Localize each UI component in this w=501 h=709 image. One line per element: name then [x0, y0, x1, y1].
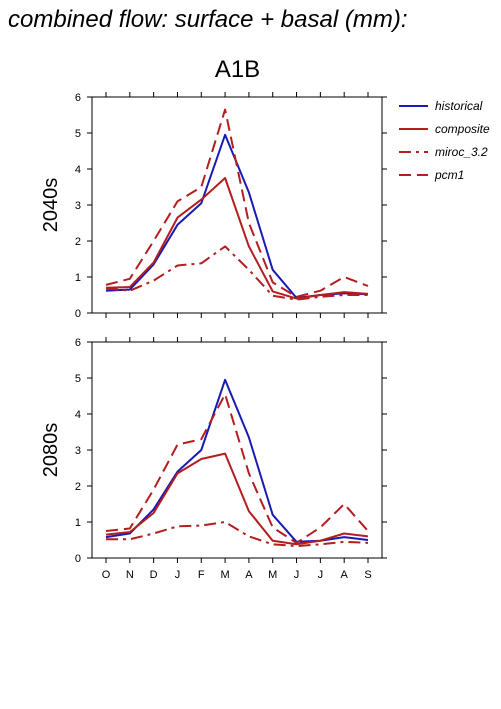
y-tick-label: 2 [75, 481, 81, 493]
x-tick-label: S [364, 569, 371, 581]
x-tick-label: F [198, 569, 205, 581]
series-line-historical [105, 378, 369, 543]
y-tick-label: 1 [75, 517, 81, 529]
legend-item-pcm1: pcm1 [399, 168, 464, 182]
x-tick-label: D [150, 569, 158, 581]
y-tick-label: 5 [75, 128, 81, 140]
y-tick-label: 3 [75, 445, 81, 457]
legend-label: historical [435, 99, 483, 113]
x-tick-label: J [294, 569, 300, 581]
series-line-composite [105, 452, 369, 546]
series-line-miroc_3.2 [105, 245, 368, 301]
y-tick-label: 2 [75, 236, 81, 248]
y-axis-label: 2040s [40, 178, 62, 233]
legend-item-historical: historical [399, 99, 483, 113]
series-line-miroc_3.2 [106, 521, 369, 548]
legend: historical composite miroc_3.2 pcm1 [399, 99, 490, 182]
x-tick-label: J [175, 569, 181, 581]
x-tick-label: A [341, 569, 349, 581]
legend-label: miroc_3.2 [435, 145, 488, 159]
figure-subtitle: A1B [214, 56, 261, 83]
panel-2040s: 0 1 2 3 4 5 6 2040s [40, 92, 387, 320]
series-line-historical [105, 133, 369, 299]
y-tick-label: 6 [75, 337, 81, 349]
legend-item-composite: composite [399, 122, 490, 136]
series-line-pcm1 [105, 393, 369, 544]
y-tick-label: 6 [75, 92, 81, 104]
x-tick-label: J [318, 569, 324, 581]
y-tick-label: 3 [75, 200, 81, 212]
x-tick-label: N [126, 569, 134, 581]
legend-label: composite [435, 122, 490, 136]
y-tick-label: 0 [75, 308, 81, 320]
y-tick-label: 5 [75, 373, 81, 385]
panel-2080s: 0 1 2 3 4 5 6 O N D J F M A M J J A S 2080s [40, 337, 387, 581]
x-tick-label: M [221, 569, 230, 581]
legend-item-miroc_3.2: miroc_3.2 [399, 145, 488, 159]
y-axis-label: 2080s [40, 423, 62, 478]
figure-title: combined flow: surface + basal (mm): [8, 6, 408, 33]
series-line-composite [105, 177, 369, 300]
y-tick-label: 4 [75, 409, 81, 421]
legend-label: pcm1 [434, 168, 464, 182]
x-tick-label: M [268, 569, 277, 581]
y-tick-label: 1 [75, 272, 81, 284]
y-tick-label: 4 [75, 164, 81, 176]
x-tick-label: A [245, 569, 253, 581]
y-tick-label: 0 [75, 553, 81, 565]
plot-frame [91, 341, 383, 559]
x-tick-label: O [102, 569, 111, 581]
series-line-pcm1 [105, 108, 369, 298]
